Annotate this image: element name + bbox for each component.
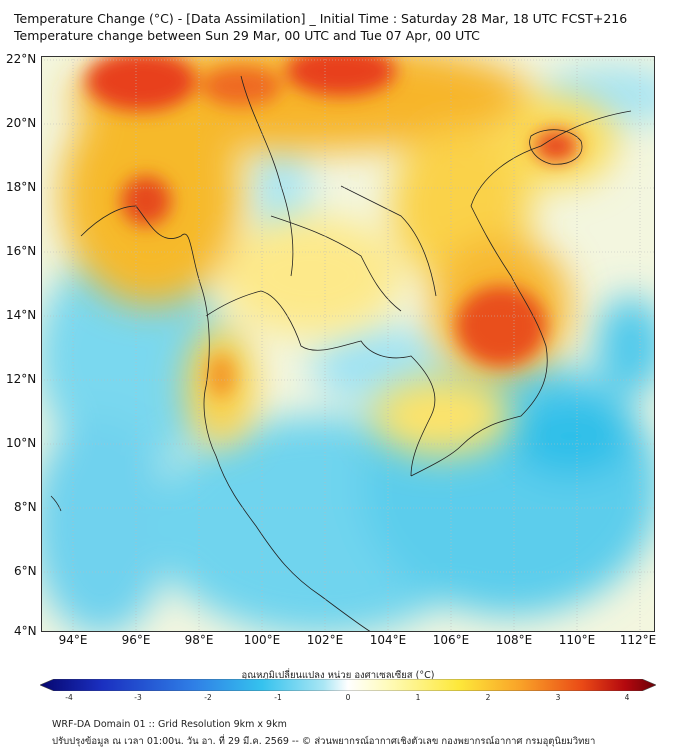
gridlines	[41, 56, 655, 632]
title-line-2: Temperature change between Sun 29 Mar, 0…	[14, 28, 480, 43]
lat-label-20n: 20°N	[6, 116, 37, 130]
colorbar-tick-m4: -4	[65, 693, 73, 702]
lon-label-100e: 100°E	[243, 633, 281, 647]
lon-label-112e: 112°E	[619, 633, 657, 647]
lat-label-4n: 4°N	[14, 624, 37, 638]
colorbar-title: อุณหภูมิเปลี่ยนแปลง หน่วย องศาเซลเซียส (…	[241, 670, 435, 681]
lat-label-18n: 18°N	[6, 180, 37, 194]
lon-label-108e: 108°E	[495, 633, 533, 647]
lon-label-98e: 98°E	[184, 633, 214, 647]
lat-label-22n: 22°N	[6, 52, 37, 66]
chart-title: Temperature Change (°C) - [Data Assimila…	[14, 10, 627, 44]
lon-label-102e: 102°E	[306, 633, 344, 647]
colorbar-tick-m2: -2	[204, 693, 212, 702]
colorbar-tick-0: 0	[345, 693, 351, 702]
colorbar-tick-3: 3	[555, 693, 561, 702]
lat-label-12n: 12°N	[6, 372, 37, 386]
lat-label-14n: 14°N	[6, 308, 37, 322]
lon-label-104e: 104°E	[369, 633, 407, 647]
colorbar-tick-4: 4	[624, 693, 630, 702]
lat-label-16n: 16°N	[6, 244, 37, 258]
colorbar-tick-m3: -3	[134, 693, 142, 702]
coastlines	[50, 75, 632, 632]
footer-model-info: WRF-DA Domain 01 :: Grid Resolution 9km …	[52, 719, 287, 730]
lat-label-6n: 6°N	[14, 564, 37, 578]
title-line-1: Temperature Change (°C) - [Data Assimila…	[14, 11, 628, 26]
lon-label-96e: 96°E	[121, 633, 151, 647]
colorbar-tick-1: 1	[415, 693, 421, 702]
hot-spots	[86, 56, 578, 398]
lon-label-106e: 106°E	[432, 633, 470, 647]
footer-update-info: ปรับปรุงข้อมูล ณ เวลา 01:00น. วัน อา. ที…	[52, 736, 596, 747]
lat-label-10n: 10°N	[6, 436, 37, 450]
lon-label-94e: 94°E	[58, 633, 88, 647]
colorbar	[40, 679, 656, 691]
colorbar-tick-2: 2	[485, 693, 491, 702]
colorbar-tick-m1: -1	[274, 693, 282, 702]
lon-label-110e: 110°E	[558, 633, 596, 647]
temperature-change-map	[41, 56, 655, 632]
lat-label-8n: 8°N	[14, 500, 37, 514]
